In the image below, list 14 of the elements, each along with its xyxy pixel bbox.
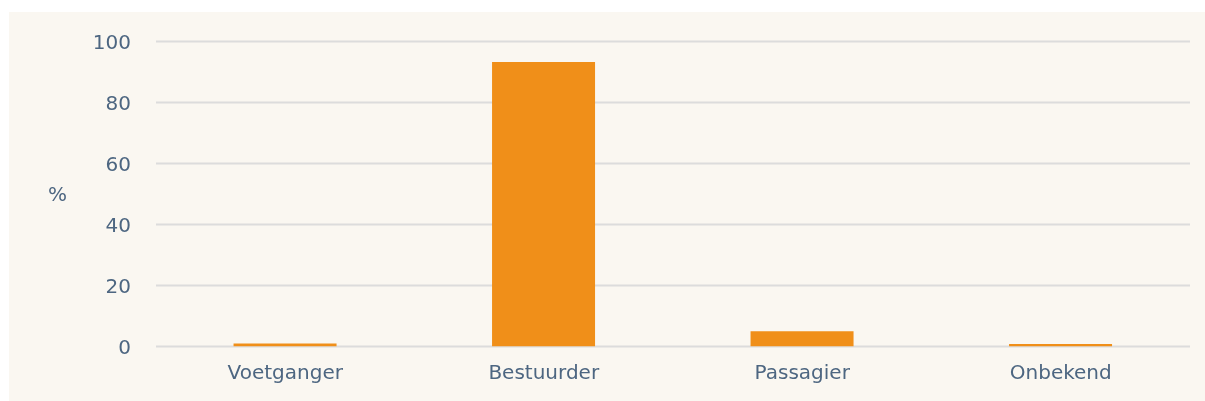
x-tick-label: Passagier bbox=[754, 359, 851, 384]
x-tick-label: Bestuurder bbox=[488, 359, 600, 384]
y-tick-label: 80 bbox=[105, 90, 131, 115]
x-tick-label: Voetganger bbox=[227, 359, 344, 384]
y-tick-label: 60 bbox=[105, 151, 131, 176]
x-tick-label: Onbekend bbox=[1009, 359, 1112, 384]
bar bbox=[750, 331, 854, 347]
y-tick-label: 40 bbox=[105, 212, 131, 237]
y-axis-title: % bbox=[48, 182, 68, 207]
bar bbox=[233, 343, 337, 347]
y-tick-label: 100 bbox=[92, 29, 131, 54]
y-tick-label: 20 bbox=[105, 273, 131, 298]
bar bbox=[492, 61, 596, 347]
y-tick-label: 0 bbox=[118, 334, 131, 359]
